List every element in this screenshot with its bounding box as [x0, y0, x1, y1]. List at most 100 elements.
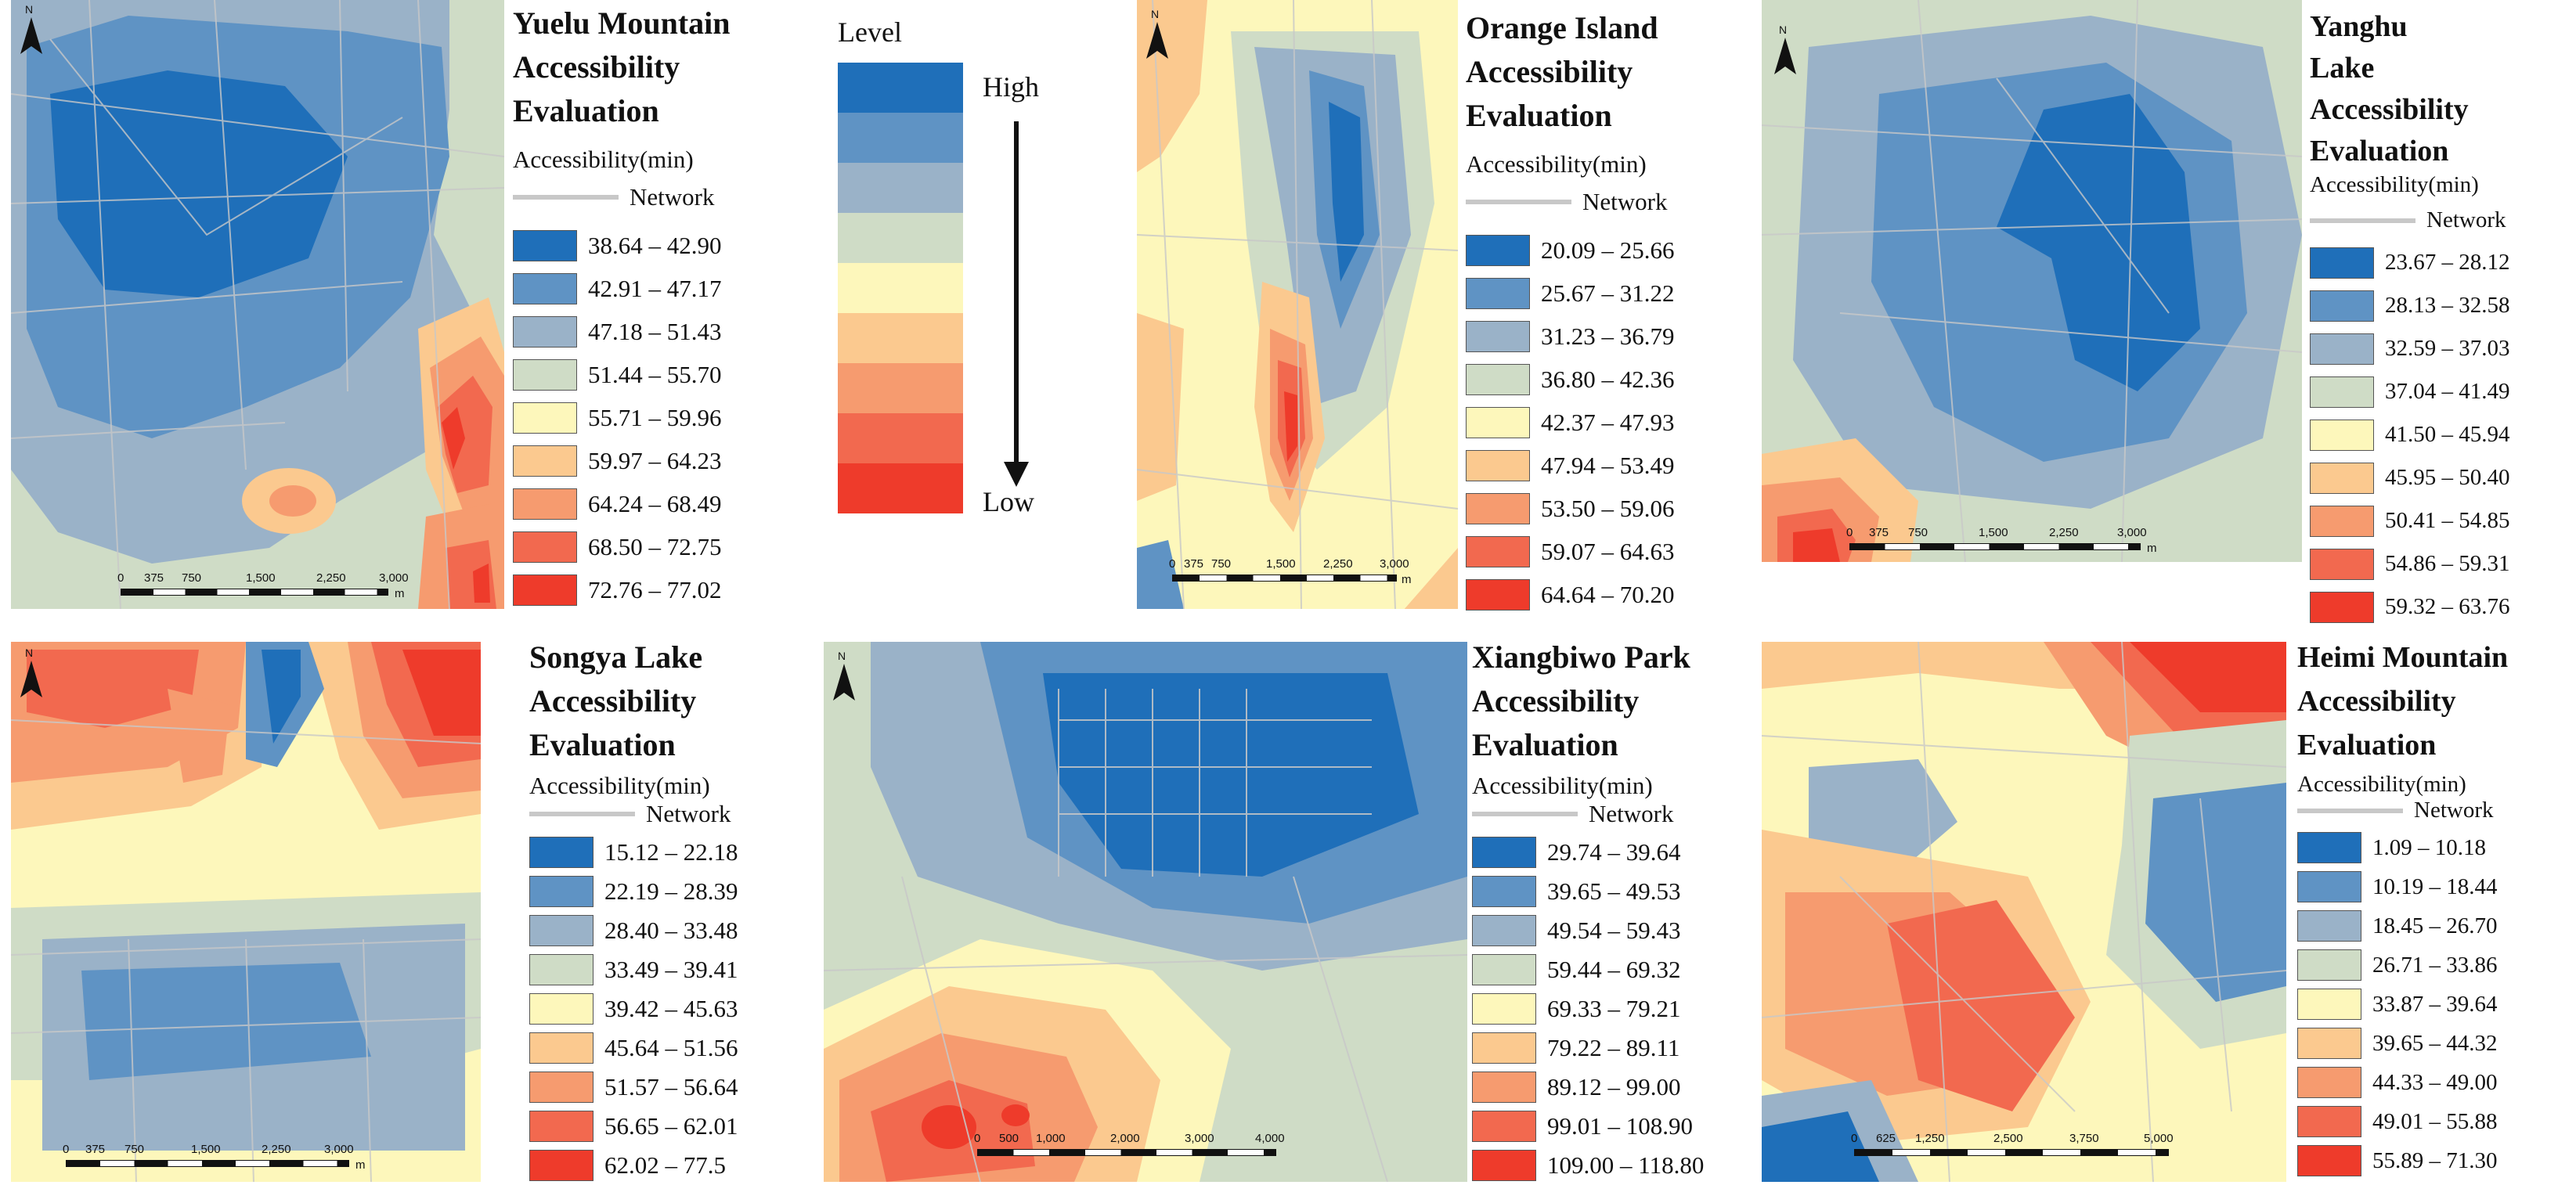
legend-row: 45.95 – 50.40 — [2310, 456, 2568, 499]
legend-swatch — [2297, 1067, 2361, 1098]
legend-range: 54.86 – 59.31 — [2385, 551, 2510, 576]
key-swatch-1 — [838, 63, 963, 113]
legend-range: 55.89 – 71.30 — [2372, 1147, 2498, 1173]
scale-tick: 0 — [117, 571, 124, 585]
scale-tick: 625 — [1876, 1132, 1896, 1145]
legend-row: 39.65 – 44.32 — [2297, 1024, 2571, 1063]
accessibility-legend: 29.74 – 39.64 39.65 – 49.53 49.54 – 59.4… — [1472, 833, 1770, 1185]
scale-unit: m — [355, 1158, 366, 1172]
legend-swatch — [2297, 1028, 2361, 1059]
legend-range: 15.12 – 22.18 — [604, 838, 738, 866]
legend-range: 109.00 – 118.80 — [1547, 1151, 1705, 1179]
legend-range: 59.97 – 64.23 — [588, 446, 722, 474]
legend-swatch — [2297, 989, 2361, 1020]
key-arrow-down-icon — [1004, 462, 1029, 487]
legend-range: 56.65 – 62.01 — [604, 1112, 738, 1140]
legend-row: 53.50 – 59.06 — [1466, 487, 1748, 530]
legend-range: 55.71 – 59.96 — [588, 403, 722, 431]
legend-range: 45.64 – 51.56 — [604, 1034, 738, 1061]
legend-swatch — [1472, 1150, 1536, 1181]
scale-bar: 0 625 1,250 2,500 3,750 5,000 — [1851, 1132, 2199, 1163]
scale-tick: 2,250 — [1323, 557, 1353, 571]
accessibility-label: Accessibility(min) — [529, 772, 710, 799]
scale-tick: 3,000 — [379, 571, 409, 585]
legend-range: 1.09 – 10.18 — [2372, 834, 2486, 860]
map-xiangbiwo-park: N 0 500 1,000 2,000 3,000 4,000 — [824, 642, 1467, 1182]
accessibility-legend: 23.67 – 28.12 28.13 – 32.58 32.59 – 37.0… — [2310, 241, 2568, 629]
legend-range: 47.94 – 53.49 — [1541, 451, 1675, 479]
legend-range: 59.07 – 64.63 — [1541, 537, 1675, 565]
scale-tick: 3,750 — [2069, 1132, 2099, 1145]
legend-row: 55.71 – 59.96 — [513, 396, 810, 439]
network-label: Network — [1589, 800, 1674, 827]
legend-range: 72.76 – 77.02 — [588, 575, 722, 603]
network-line-symbol — [513, 195, 619, 200]
network-label: Network — [646, 800, 731, 827]
panel-yuelu-mountain: Yuelu Mountain Accessibility Evaluation … — [513, 2, 810, 611]
legend-range: 45.95 – 50.40 — [2385, 465, 2510, 490]
legend-range: 33.49 – 39.41 — [604, 956, 738, 983]
legend-row: 23.67 – 28.12 — [2310, 241, 2568, 284]
scale-tick: 375 — [144, 571, 164, 585]
legend-range: 50.41 – 54.85 — [2385, 508, 2510, 533]
scale-tick: 1,500 — [1266, 557, 1296, 571]
legend-range: 32.59 – 37.03 — [2385, 336, 2510, 361]
legend-swatch — [1466, 320, 1530, 352]
scale-tick: 375 — [1184, 557, 1204, 571]
network-line-symbol — [529, 812, 635, 816]
map-title: Yanghu Lake Accessibility Evaluation — [2310, 10, 2469, 167]
legend-swatch — [513, 272, 577, 304]
scale-tick: 3,000 — [324, 1143, 354, 1156]
legend-row: 18.45 – 26.70 — [2297, 906, 2571, 945]
map-yuelu-mountain: N 0 375 750 1,500 2,250 3,000 m — [11, 0, 504, 609]
key-title: Level — [838, 16, 902, 48]
scale-tick: 375 — [1869, 526, 1889, 539]
network-legend: Network — [2297, 798, 2571, 823]
legend-swatch — [2310, 462, 2374, 494]
legend-row: 32.59 – 37.03 — [2310, 327, 2568, 370]
legend-swatch — [2310, 376, 2374, 408]
legend-row: 44.33 – 49.00 — [2297, 1063, 2571, 1102]
scale-tick: 1,500 — [191, 1143, 221, 1156]
legend-range: 33.87 – 39.64 — [2372, 991, 2498, 1017]
legend-range: 23.67 – 28.12 — [2385, 250, 2510, 275]
legend-row: 49.54 – 59.43 — [1472, 911, 1770, 950]
scale-tick: 2,500 — [1993, 1132, 2023, 1145]
legend-row: 50.41 – 54.85 — [2310, 499, 2568, 542]
key-swatch-5 — [838, 263, 963, 313]
legend-range: 64.24 – 68.49 — [588, 489, 722, 517]
legend-range: 26.71 – 33.86 — [2372, 952, 2498, 978]
accessibility-legend: 38.64 – 42.90 42.91 – 47.17 47.18 – 51.4… — [513, 224, 810, 611]
map-yanghu-lake: N 0 375 750 1,500 2,250 3,000 m — [1762, 0, 2302, 562]
legend-row: 69.33 – 79.21 — [1472, 989, 1770, 1028]
legend-row: 38.64 – 42.90 — [513, 224, 810, 267]
legend-row: 26.71 – 33.86 — [2297, 945, 2571, 985]
panel-heimi-mountain: Heimi Mountain Accessibility Evaluation … — [2297, 636, 2571, 1180]
scale-tick: 2,250 — [262, 1143, 291, 1156]
panel-yanghu-lake: Yanghu Lake Accessibility Evaluation Acc… — [2310, 6, 2568, 629]
legend-swatch — [2310, 290, 2374, 322]
legend-row: 59.07 – 64.63 — [1466, 530, 1748, 573]
scale-tick: 750 — [1211, 557, 1232, 571]
network-legend: Network — [513, 183, 810, 211]
legend-row: 109.00 – 118.80 — [1472, 1146, 1770, 1185]
legend-row: 59.97 – 64.23 — [513, 439, 810, 482]
legend-range: 42.37 – 47.93 — [1541, 408, 1675, 436]
scale-tick: 3,000 — [2117, 526, 2147, 539]
legend-range: 68.50 – 72.75 — [588, 532, 722, 560]
map-yanghu-terrain — [1762, 0, 2302, 562]
legend-row: 36.80 – 42.36 — [1466, 358, 1748, 401]
legend-row: 55.89 – 71.30 — [2297, 1141, 2571, 1180]
legend-row: 56.65 – 62.01 — [529, 1107, 842, 1146]
accessibility-label: Accessibility(min) — [1466, 150, 1647, 178]
scale-tick: 4,000 — [1255, 1132, 1285, 1145]
legend-swatch — [1466, 535, 1530, 567]
network-legend: Network — [2310, 207, 2568, 233]
legend-row: 64.24 – 68.49 — [513, 482, 810, 525]
legend-swatch — [1466, 234, 1530, 266]
legend-row: 54.86 – 59.31 — [2310, 542, 2568, 585]
legend-swatch — [2297, 832, 2361, 863]
legend-row: 68.50 – 72.75 — [513, 525, 810, 568]
legend-row: 31.23 – 36.79 — [1466, 315, 1748, 358]
network-line-symbol — [2310, 218, 2415, 223]
